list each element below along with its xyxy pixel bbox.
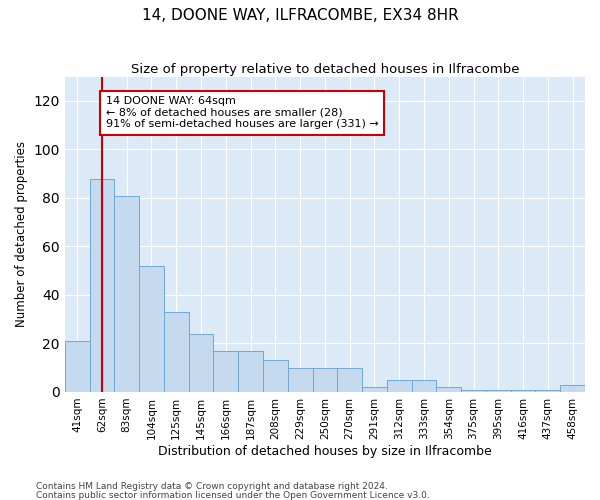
- Text: 14 DOONE WAY: 64sqm
← 8% of detached houses are smaller (28)
91% of semi-detache: 14 DOONE WAY: 64sqm ← 8% of detached hou…: [106, 96, 379, 130]
- Title: Size of property relative to detached houses in Ilfracombe: Size of property relative to detached ho…: [131, 62, 519, 76]
- Bar: [412, 380, 436, 392]
- X-axis label: Distribution of detached houses by size in Ilfracombe: Distribution of detached houses by size …: [158, 444, 492, 458]
- Text: Contains public sector information licensed under the Open Government Licence v3: Contains public sector information licen…: [36, 490, 430, 500]
- Bar: [337, 368, 362, 392]
- Bar: [188, 334, 214, 392]
- Bar: [511, 390, 535, 392]
- Bar: [560, 384, 585, 392]
- Bar: [313, 368, 337, 392]
- Bar: [115, 196, 139, 392]
- Bar: [535, 390, 560, 392]
- Bar: [362, 387, 387, 392]
- Text: Contains HM Land Registry data © Crown copyright and database right 2024.: Contains HM Land Registry data © Crown c…: [36, 482, 388, 491]
- Bar: [436, 387, 461, 392]
- Bar: [139, 266, 164, 392]
- Bar: [263, 360, 288, 392]
- Y-axis label: Number of detached properties: Number of detached properties: [15, 142, 28, 328]
- Text: 14, DOONE WAY, ILFRACOMBE, EX34 8HR: 14, DOONE WAY, ILFRACOMBE, EX34 8HR: [142, 8, 458, 22]
- Bar: [387, 380, 412, 392]
- Bar: [288, 368, 313, 392]
- Bar: [238, 350, 263, 392]
- Bar: [164, 312, 188, 392]
- Bar: [65, 341, 89, 392]
- Bar: [89, 178, 115, 392]
- Bar: [461, 390, 486, 392]
- Bar: [214, 350, 238, 392]
- Bar: [486, 390, 511, 392]
